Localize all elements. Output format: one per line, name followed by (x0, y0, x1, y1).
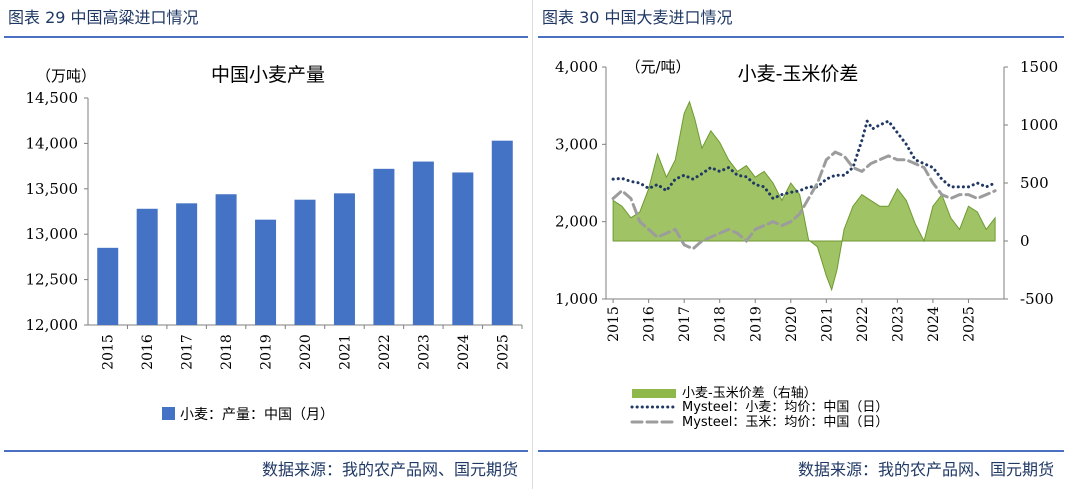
left-y-tick-label: 14,500 (26, 89, 79, 107)
right-x-tick-label: 2019 (748, 306, 764, 342)
right-x-tick-label: 2025 (961, 306, 977, 342)
right-x-tick-label: 2023 (890, 306, 906, 342)
right-figure-title: 图表 30 中国大麦进口情况 (542, 8, 733, 27)
left-figure-title: 图表 29 中国高粱进口情况 (8, 8, 199, 27)
right-right-tick-label: 1000 (1020, 116, 1058, 134)
right-legend-label-wheat: Mysteel：小麦：均价：中国（日） (682, 400, 888, 415)
bar-2019 (255, 219, 277, 325)
right-right-tick-label: 500 (1020, 174, 1049, 192)
left-figure-panel: 图表 29 中国高粱进口情况 （万吨） 中国小麦产量 12,000 12,500 13,… (0, 0, 532, 489)
right-right-tick-label: 0 (1020, 232, 1030, 250)
right-x-tick-label: 2017 (677, 306, 693, 342)
right-source-rule (538, 450, 1064, 452)
bar-2015 (97, 247, 119, 325)
left-legend-swatch (162, 407, 175, 420)
left-x-tick-label: 2017 (180, 334, 196, 370)
left-x-tick-label: 2016 (140, 334, 156, 370)
bar-2017 (176, 203, 198, 325)
series-wheat-corn-spread (612, 100, 996, 292)
right-left-tick-label: 4,000 (555, 58, 598, 76)
right-figure-panel: 图表 30 中国大麦进口情况 （元/吨） 小麦-玉米价差 1,000 2,000 3,0… (534, 0, 1068, 489)
bar-2018 (215, 194, 237, 325)
left-x-tick-label: 2015 (101, 334, 117, 370)
left-y-tick-label: 13,000 (26, 225, 79, 243)
panel-separator (532, 0, 533, 489)
right-x-tick-label: 2024 (926, 306, 942, 342)
bar-2021 (333, 193, 355, 325)
left-y-tick-label: 14,000 (26, 134, 79, 152)
bar-2016 (136, 208, 158, 325)
series-wheat-price (611, 117, 997, 201)
series-corn-price (611, 150, 997, 251)
right-x-tick-label: 2021 (819, 306, 835, 342)
right-left-tick-label: 3,000 (555, 135, 598, 153)
right-legend-label-corn: Mysteel：玉米：均价：中国（日） (682, 415, 888, 430)
right-left-tick-label: 2,000 (555, 213, 598, 231)
left-x-tick-label: 2024 (456, 334, 472, 370)
wheat-corn-spread-line-chart: （元/吨） 小麦-玉米价差 1,000 2,000 3,000 4,000 -500 0 500… (555, 58, 1058, 430)
left-x-tick-label: 2019 (259, 334, 275, 370)
right-right-tick-label: -500 (1020, 290, 1054, 308)
left-y-tick-label: 13,500 (26, 180, 79, 198)
right-unit-label: （元/吨） (625, 58, 690, 76)
right-source-text: 数据来源：我的农产品网、国元期货 (797, 460, 1054, 479)
right-x-tick-label: 2020 (784, 306, 800, 342)
bar-2022 (373, 168, 395, 325)
left-x-tick-label: 2023 (416, 334, 432, 370)
left-x-tick-label: 2021 (337, 334, 353, 370)
left-y-tick-label: 12,500 (26, 271, 79, 289)
left-legend-label: 小麦：产量：中国（月） (180, 407, 334, 423)
right-x-tick-label: 2018 (713, 306, 729, 342)
left-chart-title: 中国小麦产量 (211, 64, 325, 86)
left-source-text: 数据来源：我的农产品网、国元期货 (261, 460, 518, 479)
right-legend-swatch-spread (632, 389, 676, 398)
right-x-tick-label: 2015 (606, 306, 622, 342)
left-y-tick-label: 12,000 (26, 316, 79, 334)
bar-2025 (491, 140, 513, 325)
right-title-rule (538, 36, 1064, 38)
left-x-tick-label: 2018 (219, 334, 235, 370)
left-x-tick-label: 2020 (298, 334, 314, 370)
right-x-tick-label: 2016 (642, 306, 658, 342)
right-right-tick-label: 1500 (1020, 58, 1058, 76)
right-x-tick-label: 2022 (855, 306, 871, 342)
left-unit-label: （万吨） (36, 67, 96, 85)
right-left-tick-label: 1,000 (555, 290, 598, 308)
bar-2023 (412, 161, 434, 325)
bar-2020 (294, 199, 316, 325)
right-chart-title: 小麦-玉米价差 (738, 63, 859, 85)
wheat-production-bar-chart: （万吨） 中国小麦产量 12,000 12,500 13,000 13,500 14,000… (26, 64, 523, 423)
right-legend-label-spread: 小麦-玉米价差（右轴） (682, 386, 817, 401)
bar-2024 (452, 172, 474, 325)
left-title-rule (4, 36, 528, 38)
left-source-rule (4, 450, 528, 452)
left-x-tick-label: 2025 (495, 334, 511, 370)
left-x-tick-label: 2022 (377, 334, 393, 370)
